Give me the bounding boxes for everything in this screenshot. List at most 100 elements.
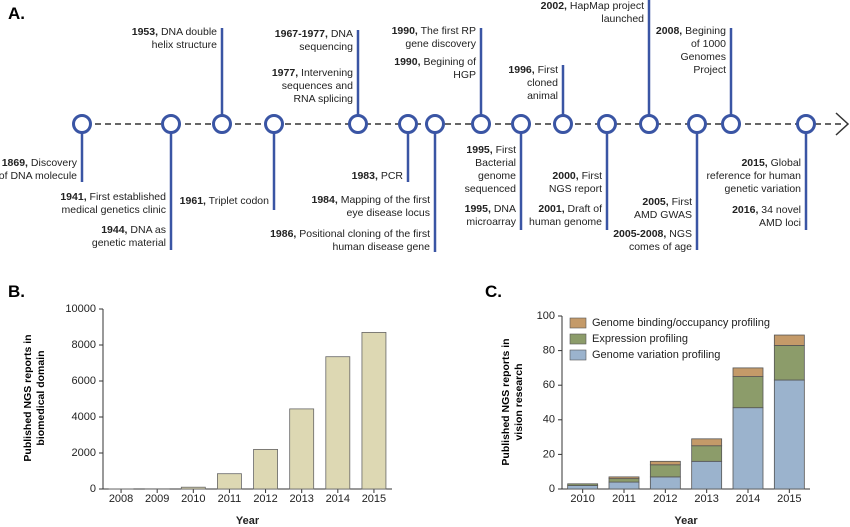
event-text: Global reference for human genetic varia… [706,157,801,195]
x-tick-label: 2009 [145,493,169,505]
timeline-node [796,114,816,134]
timeline-node [425,114,445,134]
event-year: 2005, [642,196,669,208]
event-text: Begining of HGP [420,56,476,81]
x-tick-label: 2011 [218,493,242,505]
timeline-node [553,114,573,134]
x-axis-label: Year [674,515,698,527]
event-year: 2008, [655,25,683,37]
event-year: 1953, [131,26,159,38]
event-year: 1983, [351,170,378,182]
event-year: 2015, [741,157,768,169]
event-year: 1984, [311,194,338,206]
event-year: 1995, [464,203,491,215]
event-text: The first RP gene discovery [405,25,476,50]
timeline-node [687,114,707,134]
x-tick-label: 2012 [253,493,277,505]
bar-segment [691,460,723,490]
bar [289,408,315,490]
bar-segment [567,483,599,486]
x-tick-label: 2013 [289,493,313,505]
x-axis-label: Year [236,515,260,527]
timeline-event: 1990, The first RP gene discovery [384,25,476,51]
y-tick-label: 20 [543,448,555,460]
y-tick-label: 2000 [72,447,96,459]
bar-segment [691,438,723,447]
timeline-event: 1986, Positional cloning of the first hu… [252,228,430,254]
bar [361,331,387,490]
bar-segment [732,407,764,490]
timeline-arrow [835,112,850,136]
event-text: First established medical genetics clini… [61,191,166,216]
timeline-event: 2001, Draft of human genome [516,203,602,229]
timeline-node [471,114,491,134]
legend-label: Expression profiling [592,333,688,345]
x-tick-label: 2014 [736,493,760,505]
timeline-event: 1995, First Bacterial genome sequenced [464,144,516,196]
event-text: HapMap project launched [566,0,644,25]
event-year: 1977, [271,67,299,79]
bar-segment [608,478,640,483]
x-tick-label: 2008 [109,493,133,505]
y-tick-label: 60 [543,379,555,391]
event-year: 2002, [540,0,567,12]
y-axis-label: Published NGS reports in biomedical doma… [22,334,47,462]
bar-segment [732,367,764,377]
legend-label: Genome binding/occupancy profiling [592,317,770,329]
event-year: 1967-1977, [274,28,328,40]
bar-segment [649,460,681,466]
y-tick-label: 4000 [72,411,96,423]
timeline-event: 1961, Triplet codon [169,195,269,208]
event-text: DNA microarray [466,203,516,228]
event-year: 2001, [538,203,565,215]
bar [253,448,278,490]
event-year: 2005-2008, [613,228,667,240]
x-tick-label: 2015 [362,493,386,505]
y-tick-label: 8000 [72,339,96,351]
x-tick-label: 2013 [694,493,718,505]
timeline-event: 1984, Mapping of the first eye disease l… [302,194,431,220]
timeline-event: 1977, Intervening sequences and RNA spli… [261,67,353,106]
event-text: Triplet codon [205,195,269,207]
event-year: 2016, [732,204,759,216]
legend-label: Genome variation profiling [592,349,720,361]
event-year: 1944, [101,224,128,236]
timeline-node [511,114,531,134]
bar-segment [649,464,681,478]
timeline-event: 2016, 34 novel AMD loci [729,204,801,230]
timeline-event: 1967-1977, DNA sequencing [265,28,353,54]
timeline-node [597,114,617,134]
event-year: 1941, [60,191,87,203]
bar-segment [567,485,599,490]
timeline-event: 1990, Begining of HGP [394,56,476,82]
bar-segment [732,376,764,409]
legend-swatch [569,317,587,329]
event-year: 1996, [508,64,535,76]
event-text: Intervening sequences and RNA splicing [281,67,353,105]
y-tick-label: 10000 [65,303,96,315]
event-text: First Bacterial genome sequenced [464,144,516,195]
y-tick-label: 80 [543,345,555,357]
event-text: 34 novel AMD loci [758,204,801,229]
panel-label: C. [485,282,502,301]
x-tick-label: 2010 [570,493,594,505]
bar [325,356,351,490]
timeline-event: 1983, PCR [343,170,403,183]
event-text: First NGS report [548,170,602,195]
event-text: First cloned animal [527,64,558,102]
timeline-event: 1941, First established medical genetics… [46,191,166,217]
bar-segment [773,379,805,490]
timeline-node [398,114,418,134]
timeline-event: 2005, First AMD GWAS [626,196,692,222]
timeline-event: 1869, Discovery of DNA molecule [0,157,77,183]
bar-segment [608,476,640,480]
x-tick-label: 2015 [777,493,801,505]
timeline-event: 2000, First NGS report [534,170,602,196]
y-tick-label: 6000 [72,375,96,387]
timeline-node [348,114,368,134]
event-year: 1995, [466,144,493,156]
event-text: NGS comes of age [628,228,692,253]
event-text: Mapping of the first eye disease locus [337,194,430,219]
